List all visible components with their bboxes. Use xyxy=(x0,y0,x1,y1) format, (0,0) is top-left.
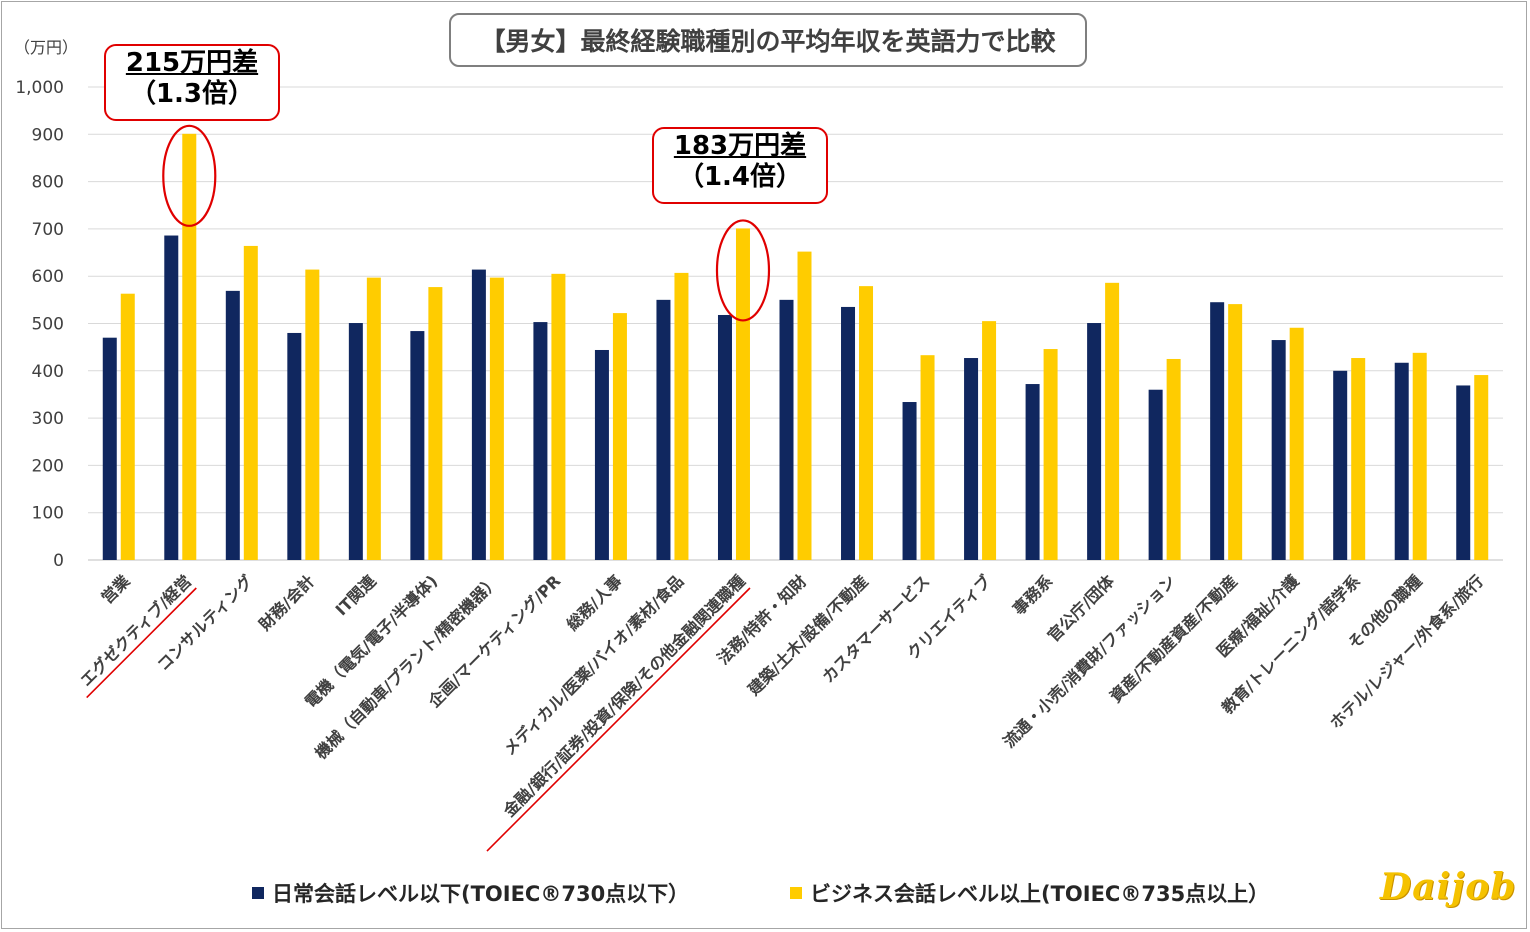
bars xyxy=(102,133,1489,561)
callout-finance-diff: 183万円差 xyxy=(673,131,807,161)
y-tick-label: 300 xyxy=(32,409,64,429)
y-tick-label: 900 xyxy=(32,125,64,145)
x-tick-label: 営業 xyxy=(98,571,135,608)
x-tick-label: 財務/会計 xyxy=(255,571,318,634)
y-axis-ticks: 0 100 200 300 400 500 600 700 800 900 1,000 xyxy=(15,78,64,571)
bar-series-a xyxy=(348,323,363,560)
bar-series-b xyxy=(859,286,874,560)
x-tick-label: カスタマーサービス xyxy=(818,571,933,686)
bar-series-a xyxy=(1271,340,1286,560)
bar-series-b xyxy=(1289,327,1304,560)
y-tick-label: 400 xyxy=(32,362,64,382)
bar-series-a xyxy=(102,337,117,560)
bar-series-a xyxy=(1148,389,1163,560)
y-tick-label: 1,000 xyxy=(15,78,64,98)
bar-series-a xyxy=(1210,302,1225,560)
callout-executive-diff: 215万円差 xyxy=(125,48,259,78)
bar-series-b xyxy=(366,277,381,560)
bar-series-b xyxy=(551,273,566,560)
chart-title-text: 【男女】最終経験職種別の平均年収を英語力で比較 xyxy=(480,27,1056,56)
x-tick-label: IT関連 xyxy=(332,571,381,620)
legend-item-series-b: ビジネス会話レベル以上(TOIEC®735点以上） xyxy=(790,878,1269,908)
bar-series-b xyxy=(982,321,997,560)
bar-series-a xyxy=(1333,370,1348,560)
bar-series-a xyxy=(533,322,548,560)
bar-series-b xyxy=(489,277,504,560)
bar-series-b xyxy=(1412,352,1427,560)
bar-series-a xyxy=(1087,323,1102,560)
highlight-marks xyxy=(162,124,771,322)
bar-series-a xyxy=(964,358,979,560)
highlight-ellipse xyxy=(715,219,771,322)
bar-series-b xyxy=(1105,282,1120,560)
legend-swatch-yellow xyxy=(790,887,802,899)
x-tick-label: 建築/土木/設備/不動産 xyxy=(744,571,872,699)
bar-series-a xyxy=(594,349,609,560)
bar-series-b xyxy=(735,228,750,560)
y-tick-label: 500 xyxy=(32,315,64,335)
bar-series-b xyxy=(1228,304,1243,560)
legend-swatch-navy xyxy=(252,887,264,899)
bar-series-b xyxy=(920,355,935,560)
callout-finance-ratio: （1.4倍） xyxy=(677,162,803,192)
bar-series-a xyxy=(1025,384,1040,560)
y-tick-label: 700 xyxy=(32,220,64,240)
daijob-logo: Daijob xyxy=(1380,866,1517,908)
legend-item-series-a: 日常会話レベル以下(TOIEC®730点以下） xyxy=(252,878,689,908)
bar-series-b xyxy=(243,245,258,561)
bar-series-a xyxy=(164,235,179,560)
highlight-ellipse xyxy=(162,124,217,227)
bar-series-a xyxy=(717,314,732,560)
y-tick-label: 100 xyxy=(32,504,64,524)
bar-series-a xyxy=(225,290,240,560)
highlight-underline xyxy=(86,587,197,699)
chart-title: 【男女】最終経験職種別の平均年収を英語力で比較 xyxy=(449,13,1087,67)
y-tick-label: 600 xyxy=(32,267,64,287)
bar-series-b xyxy=(1166,358,1181,560)
bar-series-a xyxy=(656,299,671,560)
y-tick-label: 0 xyxy=(53,551,64,571)
x-tick-label: エグゼクティブ/経営 xyxy=(76,571,195,690)
bar-series-b xyxy=(305,269,320,560)
callout-finance: 183万円差 （1.4倍） xyxy=(652,127,828,204)
bar-series-a xyxy=(287,332,302,560)
bar-series-b xyxy=(674,272,689,560)
bar-series-b xyxy=(1351,358,1366,560)
x-tick-label: 事務系 xyxy=(1009,571,1056,618)
legend-label-series-a: 日常会話レベル以下(TOIEC®730点以下） xyxy=(272,882,690,906)
bar-series-b xyxy=(120,293,135,560)
y-tick-label: 800 xyxy=(32,173,64,193)
bar-series-a xyxy=(841,306,856,560)
bar-series-b xyxy=(797,251,812,560)
callout-executive: 215万円差 （1.3倍） xyxy=(104,44,280,121)
bar-series-b xyxy=(1474,375,1489,560)
y-tick-label: 200 xyxy=(32,456,64,476)
bar-series-a xyxy=(779,299,794,560)
bar-series-a xyxy=(410,331,425,560)
x-tick-label: 総務/人事 xyxy=(563,571,626,634)
bar-series-a xyxy=(902,402,917,560)
bar-series-a xyxy=(1456,385,1471,560)
legend-label-series-b: ビジネス会話レベル以上(TOIEC®735点以上） xyxy=(810,882,1270,906)
callout-executive-ratio: （1.3倍） xyxy=(129,79,255,109)
highlight-underline xyxy=(486,587,751,852)
bar-series-b xyxy=(182,133,197,560)
bar-series-a xyxy=(1394,362,1409,560)
bar-series-b xyxy=(1043,349,1058,560)
y-axis-unit-label: （万円） xyxy=(14,38,79,57)
bar-series-b xyxy=(428,287,443,560)
bar-series-a xyxy=(471,269,486,560)
bar-series-b xyxy=(612,313,627,560)
